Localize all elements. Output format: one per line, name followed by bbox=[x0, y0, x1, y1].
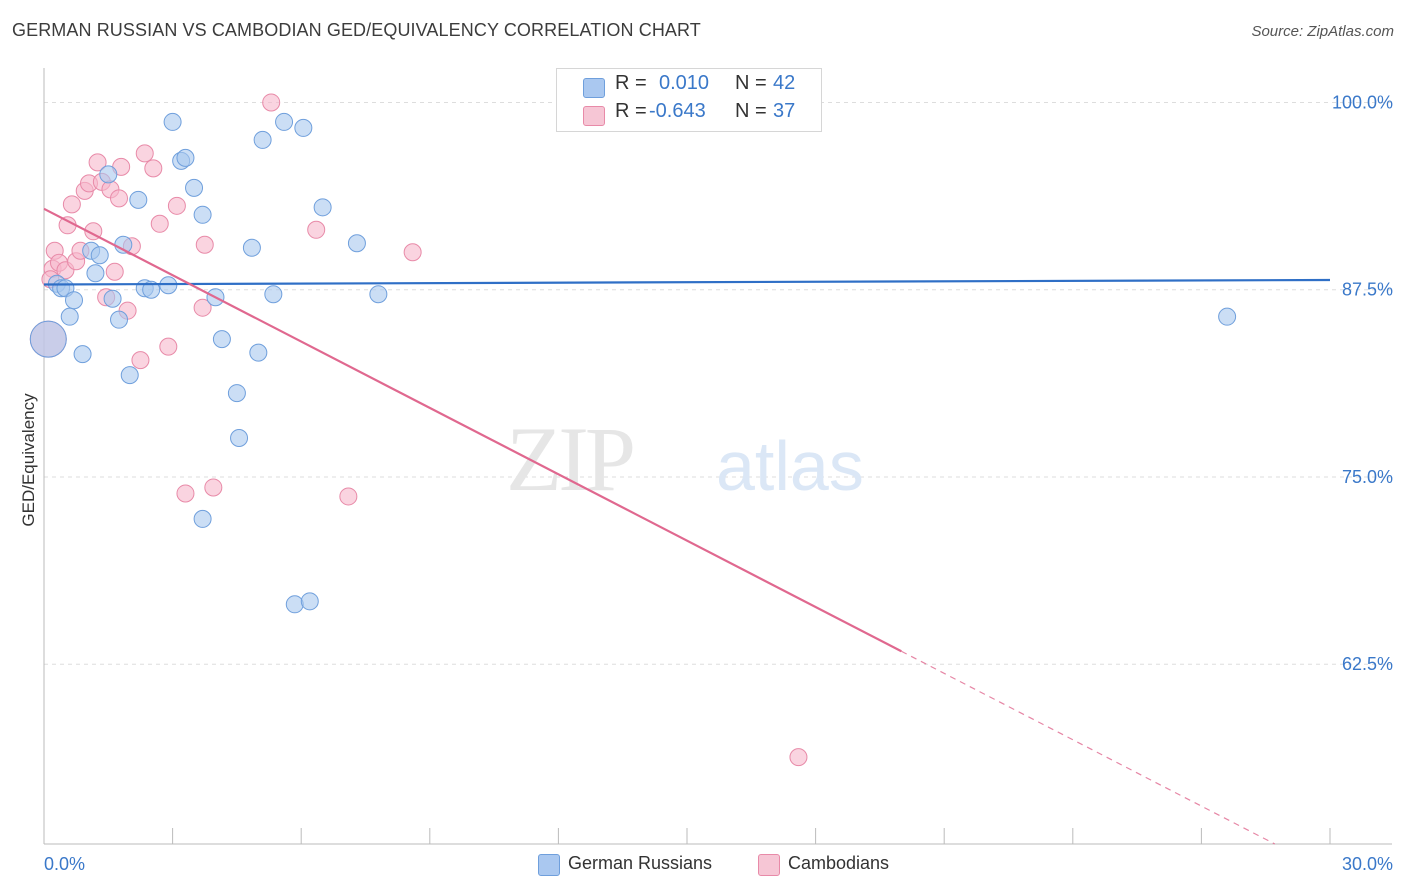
data-point-german-russians bbox=[300, 592, 319, 611]
data-point-cambodians bbox=[88, 153, 107, 172]
data-point-german-russians bbox=[185, 178, 204, 197]
data-point-german-russians bbox=[142, 280, 161, 299]
chart-title: GERMAN RUSSIAN VS CAMBODIAN GED/EQUIVALE… bbox=[12, 20, 701, 40]
legend-n-label: N = bbox=[735, 100, 767, 122]
data-point-german-russians bbox=[313, 198, 332, 217]
data-point-german-russians bbox=[99, 165, 118, 184]
data-point-german-russians bbox=[264, 285, 283, 304]
cambodians-points bbox=[29, 93, 808, 767]
data-point-german-russians bbox=[242, 238, 261, 257]
legend-r-value: -0.643 bbox=[649, 100, 706, 122]
y-tick-label: 87.5% bbox=[1342, 280, 1393, 300]
y-tick-label: 62.5% bbox=[1342, 654, 1393, 674]
data-point-german-russians bbox=[285, 595, 304, 614]
data-point-cambodians bbox=[307, 220, 326, 239]
data-point-cambodians bbox=[339, 487, 358, 506]
data-point-cambodians bbox=[150, 214, 169, 233]
legend-r-value: 0.010 bbox=[659, 72, 710, 94]
data-point-cambodians bbox=[204, 478, 223, 497]
data-point-german-russians bbox=[212, 330, 231, 349]
trend-line-german-russians bbox=[43, 278, 1331, 286]
y-tick-labels: 100.0% 87.5% 75.0% 62.5% bbox=[1332, 92, 1393, 674]
data-point-german-russians bbox=[275, 112, 294, 131]
trend-lines bbox=[43, 207, 1331, 845]
bottom-legend-label: Cambodians bbox=[788, 853, 890, 873]
data-point-german-russians bbox=[110, 310, 129, 329]
data-point-german-russians bbox=[369, 285, 388, 304]
data-point-cambodians bbox=[789, 748, 808, 767]
legend-n-value: 37 bbox=[773, 100, 796, 122]
watermark: ZIP atlas bbox=[506, 408, 864, 510]
data-point-german-russians bbox=[120, 366, 139, 385]
german-russians-points bbox=[29, 93, 1237, 614]
data-point-german-russians bbox=[65, 291, 84, 310]
legend-r-label: R = bbox=[615, 100, 647, 122]
data-point-german-russians bbox=[159, 276, 178, 295]
data-point-german-russians bbox=[193, 205, 212, 224]
data-point-cambodians bbox=[195, 235, 214, 254]
y-tick-label: 75.0% bbox=[1342, 467, 1393, 487]
data-point-cambodians bbox=[167, 196, 186, 215]
data-point-german-russians bbox=[176, 148, 195, 167]
y-axis-label: GED/Equivalency bbox=[19, 393, 38, 527]
data-point-german-russians bbox=[29, 320, 67, 358]
data-point-german-russians bbox=[230, 429, 249, 448]
y-tick-label: 100.0% bbox=[1332, 92, 1393, 112]
data-point-cambodians bbox=[193, 298, 212, 317]
legend-n-label: N = bbox=[735, 72, 767, 94]
trend-line-cambodians-extrapolated bbox=[901, 650, 1276, 845]
watermark-zip: ZIP bbox=[506, 408, 633, 510]
source-label: Source: ZipAtlas.com bbox=[1251, 23, 1394, 40]
trend-line-cambodians bbox=[43, 207, 902, 653]
data-point-german-russians bbox=[103, 289, 122, 308]
legend-swatch-blue bbox=[583, 78, 605, 98]
data-point-cambodians bbox=[62, 195, 81, 214]
data-point-cambodians bbox=[403, 243, 422, 262]
data-point-cambodians bbox=[144, 159, 163, 178]
data-point-german-russians bbox=[1218, 307, 1237, 326]
data-point-cambodians bbox=[176, 484, 195, 503]
data-point-german-russians bbox=[249, 343, 268, 362]
data-point-german-russians bbox=[163, 112, 182, 131]
axes bbox=[43, 68, 1392, 845]
data-point-german-russians bbox=[90, 246, 109, 265]
data-point-german-russians bbox=[129, 190, 148, 209]
data-point-german-russians bbox=[60, 307, 79, 326]
data-point-cambodians bbox=[159, 337, 178, 356]
grid-lines bbox=[44, 101, 1392, 665]
data-point-german-russians bbox=[253, 130, 272, 149]
stats-legend: R = 0.010 N = 42 R = -0.643 N = 37 bbox=[556, 68, 822, 132]
legend-n-value: 42 bbox=[773, 72, 796, 94]
data-point-cambodians bbox=[135, 144, 154, 163]
data-point-german-russians bbox=[294, 118, 313, 137]
data-point-cambodians bbox=[58, 216, 77, 235]
x-tick-label-min: 0.0% bbox=[44, 854, 85, 874]
watermark-atlas: atlas bbox=[716, 427, 864, 505]
data-point-german-russians bbox=[227, 384, 246, 403]
bottom-legend-label: German Russians bbox=[568, 853, 713, 873]
x-tick-label-max: 30.0% bbox=[1342, 854, 1393, 874]
data-point-cambodians bbox=[105, 262, 124, 281]
data-point-cambodians bbox=[262, 93, 281, 112]
legend-r-label: R = bbox=[615, 72, 647, 94]
data-point-german-russians bbox=[193, 509, 212, 528]
legend-swatch-pink bbox=[583, 106, 605, 126]
data-point-german-russians bbox=[73, 345, 92, 364]
data-point-cambodians bbox=[110, 189, 129, 208]
data-point-german-russians bbox=[347, 234, 366, 253]
legend-swatch-pink bbox=[758, 854, 780, 876]
data-point-german-russians bbox=[86, 264, 105, 283]
legend-swatch-blue bbox=[538, 854, 560, 876]
axis-ticks bbox=[43, 828, 1331, 844]
data-point-cambodians bbox=[131, 351, 150, 370]
